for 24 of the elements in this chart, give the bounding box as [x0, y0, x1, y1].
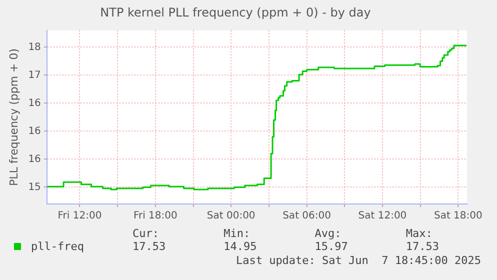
text: Min:	[224, 227, 252, 240]
x-tick-label: Sat 12:00	[358, 210, 407, 222]
legend-label: pll-freq	[31, 240, 84, 253]
y-tick-label: 16	[28, 154, 41, 165]
text: 17.53	[406, 240, 440, 253]
text: 14.95	[224, 240, 258, 253]
text: Cur:	[132, 227, 160, 240]
x-tick-label: Fri 12:00	[58, 210, 102, 222]
text: Avg:	[314, 227, 342, 240]
y-axis-title: PLL frequency (ppm + 0)	[7, 48, 20, 186]
y-tick-label: 15	[28, 182, 41, 193]
y-tick-label: 17	[28, 70, 41, 81]
text: Max:	[406, 227, 434, 240]
x-tick-label: Sat 18:00	[434, 210, 482, 222]
y-tick-label: 18	[28, 42, 41, 53]
chart-title: NTP kernel PLL frequency (ppm + 0) - by day	[100, 5, 371, 20]
x-tick-label: Sat 06:00	[282, 210, 331, 222]
y-tick-label: 16	[28, 126, 41, 137]
text: Last update: Sat Jun 7 18:45:00 2025	[234, 254, 482, 267]
x-tick-label: Fri 18:00	[133, 210, 178, 222]
y-tick-label: 16	[28, 98, 41, 109]
text: 15.97	[314, 240, 349, 253]
text: 17.53	[132, 240, 167, 253]
x-tick-label: Sat 00:00	[206, 210, 256, 222]
